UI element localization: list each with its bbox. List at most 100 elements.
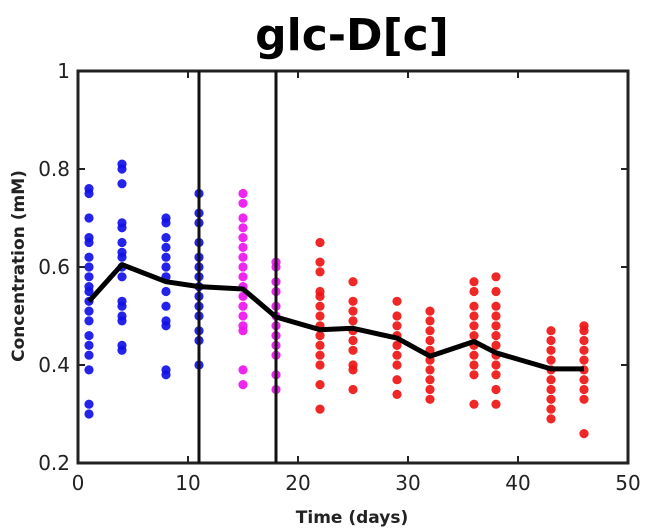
data-point-red [315, 404, 325, 414]
data-point-red [425, 394, 435, 404]
data-point-blue [84, 262, 94, 272]
data-point-red [469, 311, 479, 321]
data-point-red [579, 429, 589, 439]
data-point-blue [161, 233, 171, 243]
data-point-red [469, 321, 479, 331]
data-point-red [392, 360, 402, 370]
data-point-red [348, 277, 358, 287]
data-point-red [546, 335, 556, 346]
data-point-red [579, 384, 589, 395]
data-point-red [491, 360, 501, 370]
data-point-red [392, 350, 402, 360]
data-point-red [469, 360, 479, 370]
mean-line [87, 262, 584, 372]
data-point-red [315, 380, 325, 390]
data-point-red [491, 370, 501, 380]
data-point-blue [161, 242, 171, 252]
data-point-red [546, 326, 556, 336]
data-point-red [491, 399, 501, 409]
data-point-blue [117, 311, 127, 321]
data-point-blue [161, 301, 171, 311]
data-point-red [348, 335, 358, 346]
data-point-red [469, 277, 479, 287]
data-point-red [392, 375, 402, 385]
data-point-red [546, 414, 556, 424]
data-point-magenta [238, 380, 248, 390]
data-point-red [579, 394, 589, 404]
data-point-red [425, 384, 435, 395]
data-point-magenta [238, 365, 248, 375]
data-point-red [315, 267, 325, 277]
data-point-red [579, 335, 589, 346]
data-point-magenta [238, 188, 248, 199]
data-point-red [579, 321, 589, 331]
x-tick-label: 0 [72, 471, 85, 495]
data-point-red [315, 257, 325, 267]
data-point-blue [84, 340, 94, 350]
data-point-red [546, 375, 556, 385]
data-point-red [315, 331, 325, 341]
data-point-blue [84, 306, 94, 316]
data-point-blue [117, 340, 127, 350]
data-point-blue [84, 252, 94, 262]
plot-area: 0 10 20 30 40 50 0.2 0.4 0.6 0.8 1 [38, 59, 641, 495]
x-axis-label: Time (days) [296, 508, 408, 528]
data-point-red [491, 286, 501, 297]
data-point-magenta [238, 198, 248, 208]
data-point-blue [84, 409, 94, 419]
data-point-red [546, 404, 556, 414]
data-point-blue [84, 184, 94, 194]
data-point-red [491, 331, 501, 341]
x-tick-label: 30 [395, 471, 420, 495]
data-point-red [425, 306, 435, 316]
data-point-magenta [238, 262, 248, 272]
data-point-red [469, 370, 479, 380]
data-point-red [579, 375, 589, 385]
data-point-magenta [238, 213, 248, 223]
data-point-blue [161, 286, 171, 297]
data-point-red [315, 340, 325, 350]
data-point-blue [84, 331, 94, 341]
data-point-red [579, 355, 589, 365]
data-point-red [425, 335, 435, 346]
data-point-blue [117, 296, 127, 306]
data-point-magenta [238, 223, 248, 233]
data-point-red [425, 326, 435, 336]
data-point-red [469, 350, 479, 360]
data-point-blue [117, 179, 127, 189]
data-point-magenta [238, 242, 248, 252]
data-point-red [546, 345, 556, 355]
data-point-red [392, 296, 402, 306]
data-point-blue [161, 262, 171, 272]
data-point-magenta [238, 311, 248, 321]
x-tick-label: 10 [175, 471, 200, 495]
data-point-red [491, 311, 501, 321]
data-point-red [315, 237, 325, 248]
data-point-red [348, 360, 358, 370]
data-point-red [392, 311, 402, 321]
data-point-red [491, 301, 501, 311]
y-tick-label: 1 [57, 59, 70, 83]
data-point-red [546, 394, 556, 404]
y-tick-label: 0.2 [38, 451, 70, 475]
data-point-red [348, 384, 358, 395]
data-point-blue [117, 237, 127, 248]
data-point-red [425, 316, 435, 326]
data-point-red [315, 350, 325, 360]
data-point-red [392, 340, 402, 350]
chart-title: glc-D[c] [255, 10, 449, 61]
data-point-red [392, 321, 402, 331]
data-point-red [469, 286, 479, 297]
data-point-blue [84, 365, 94, 375]
data-point-blue [161, 316, 171, 326]
data-point-blue [117, 272, 127, 282]
data-point-blue [117, 247, 127, 257]
x-tick-label: 40 [505, 471, 530, 495]
data-point-blue [161, 213, 171, 223]
data-point-blue [117, 218, 127, 228]
data-point-red [348, 306, 358, 316]
data-point-magenta [238, 233, 248, 243]
data-point-blue [117, 159, 127, 169]
data-point-red [348, 296, 358, 306]
